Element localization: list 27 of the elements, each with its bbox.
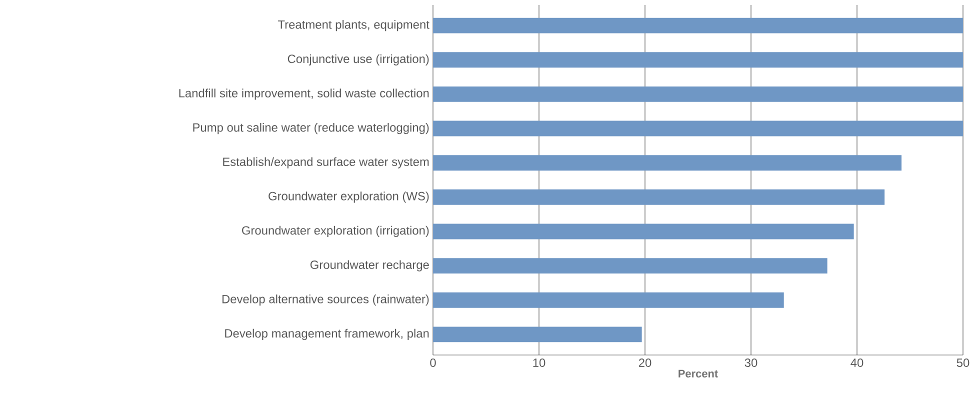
x-tick-label: 50 (956, 358, 970, 367)
bar (432, 292, 784, 308)
bar (432, 120, 963, 136)
bar (432, 52, 963, 68)
y-tick-label: Establish/expand surface water system (223, 157, 429, 168)
y-tick-label: Groundwater exploration (irrigation) (242, 226, 429, 238)
bar (432, 224, 854, 240)
x-tick-label: 30 (744, 358, 758, 367)
x-axis-title: Percent (678, 370, 718, 378)
x-tick-label: 10 (533, 358, 546, 367)
y-tick-label: Landfill site improvement, solid waste collection (179, 88, 429, 100)
y-tick-label: Develop management framework, plan (225, 328, 429, 340)
y-tick-label: Develop alternative sources (rainwater) (222, 294, 429, 306)
bar (432, 155, 902, 171)
bar (432, 258, 828, 274)
x-tick-label: 0 (430, 358, 436, 367)
x-tick-label: 40 (850, 358, 864, 367)
y-tick-label: Treatment plants, equipment (278, 20, 430, 32)
bar (432, 18, 963, 34)
bar (432, 326, 642, 342)
y-tick-label: Conjunctive use (irrigation) (288, 54, 429, 66)
bar (432, 189, 885, 205)
y-tick-label: Groundwater recharge (310, 260, 429, 272)
bar (432, 86, 963, 102)
y-tick-label: Pump out saline water (reduce waterlogging) (193, 122, 429, 134)
y-tick-label: Groundwater exploration (WS) (268, 192, 429, 203)
x-tick-label: 20 (638, 358, 652, 367)
